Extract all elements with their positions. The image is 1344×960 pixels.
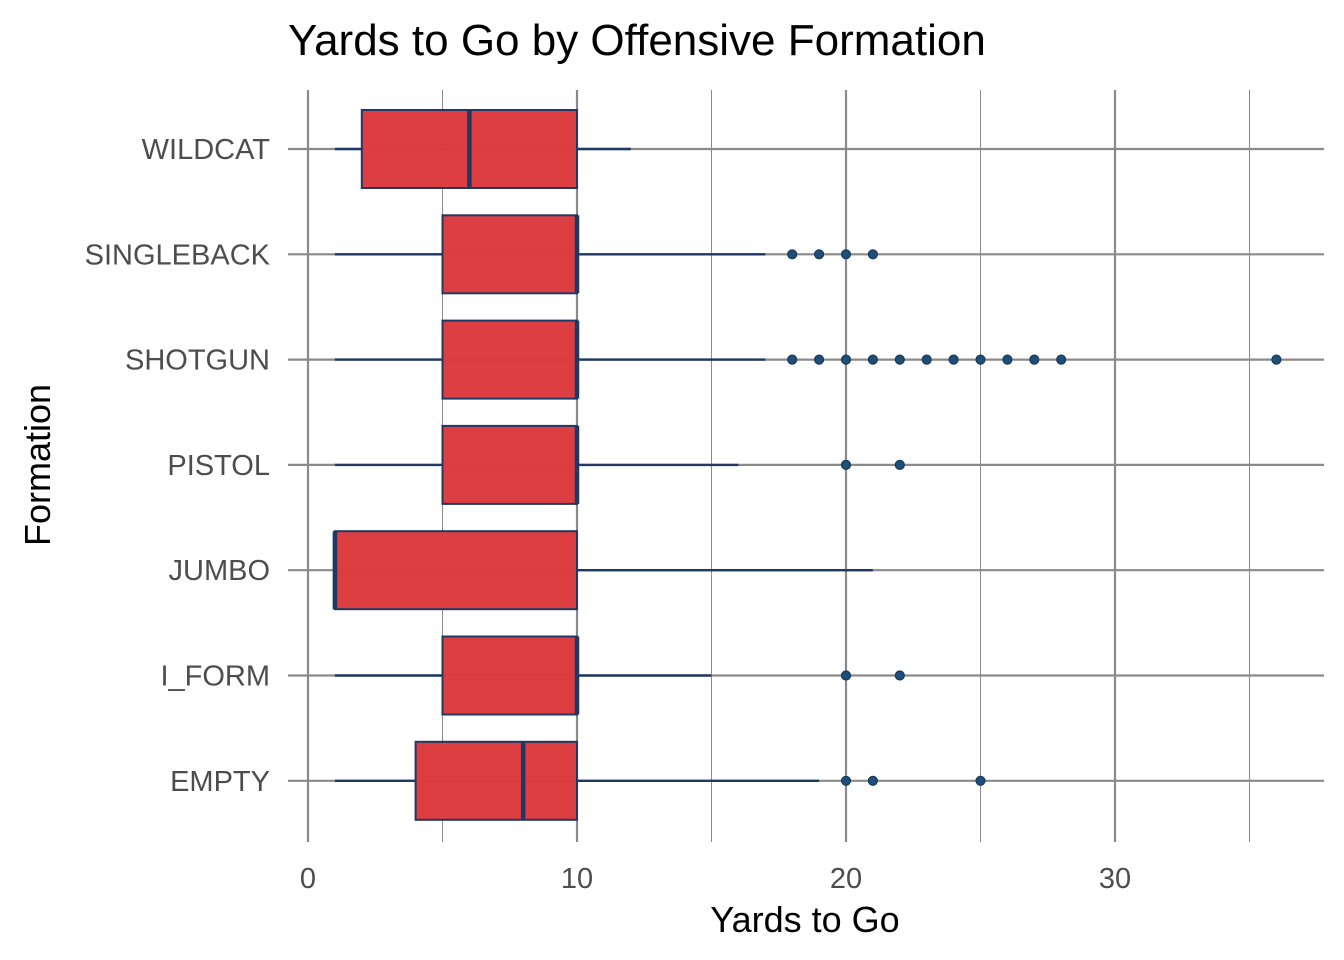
outlier-point: [840, 249, 852, 260]
box-wildcat: [334, 109, 631, 189]
outlier-point: [948, 354, 959, 365]
y-axis-label: Formation: [17, 384, 58, 546]
iqr-box: [441, 635, 578, 716]
outlier-point: [867, 249, 879, 260]
outlier-point: [867, 775, 879, 786]
box-i-form: [334, 635, 905, 716]
y-tick-label: EMPTY: [170, 766, 270, 798]
outlier-point: [813, 354, 825, 365]
iqr-box: [441, 214, 578, 295]
y-tick-label: WILDCAT: [142, 134, 271, 166]
x-axis-label: Yards to Go: [710, 899, 899, 940]
y-tick-label: I_FORM: [160, 661, 270, 693]
outlier-point: [1271, 354, 1282, 365]
x-tick-label: 0: [300, 863, 316, 895]
outlier-point: [840, 670, 852, 681]
y-tick-label: SHOTGUN: [125, 345, 270, 377]
box-series: [332, 109, 1282, 821]
y-tick-label: PISTOL: [167, 450, 270, 482]
outlier-point: [840, 354, 852, 365]
chart-title: Yards to Go by Offensive Formation: [288, 16, 986, 65]
x-tick-label: 30: [1099, 863, 1131, 895]
iqr-box: [333, 530, 578, 611]
outlier-point: [787, 249, 798, 260]
x-tick-label: 10: [561, 863, 593, 895]
outlier-point: [840, 775, 852, 786]
outlier-point: [975, 775, 986, 786]
box-pistol: [334, 424, 905, 505]
outlier-point: [867, 354, 879, 365]
outlier-point: [894, 459, 905, 470]
y-tick-label: SINGLEBACK: [85, 239, 271, 271]
outlier-point: [1029, 354, 1040, 365]
box-empty: [334, 740, 986, 821]
outlier-point: [975, 354, 986, 365]
outlier-point: [813, 249, 825, 260]
outlier-point: [840, 459, 852, 470]
iqr-box: [441, 424, 578, 505]
box-singleback: [334, 214, 879, 295]
outlier-point: [894, 670, 905, 681]
iqr-box: [441, 319, 578, 400]
outlier-point: [1002, 354, 1013, 365]
y-axis-ticks: EMPTY I_FORM JUMBO PISTOL SHOTGUN SINGLEBACK W…: [85, 134, 271, 798]
outlier-point: [921, 354, 932, 365]
box-shotgun: [334, 319, 1282, 400]
box-jumbo: [332, 530, 873, 611]
iqr-box: [414, 740, 578, 821]
x-tick-label: 20: [830, 863, 862, 895]
outlier-point: [1056, 354, 1067, 365]
outlier-point: [894, 354, 905, 365]
x-axis-ticks: 0 10 20 30: [300, 863, 1131, 895]
outlier-point: [787, 354, 798, 365]
y-tick-label: JUMBO: [169, 555, 271, 587]
